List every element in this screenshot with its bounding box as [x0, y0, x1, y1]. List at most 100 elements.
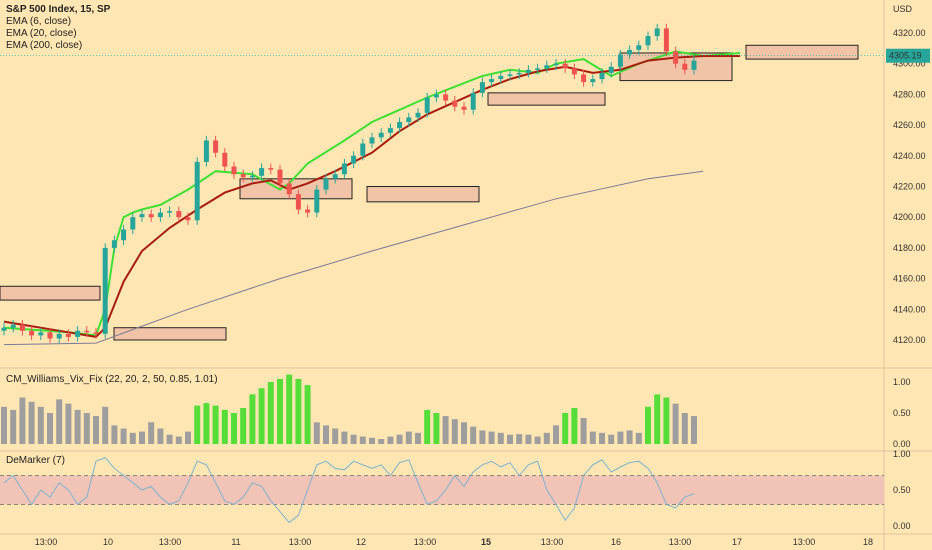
vix-fix-bar [166, 434, 173, 444]
vix-fix-bar [617, 431, 624, 444]
legend-ema6[interactable]: EMA (6, close) [6, 16, 72, 27]
vix-fix-bar [19, 397, 26, 444]
candle-body [627, 49, 633, 55]
vix-fix-bar [663, 397, 670, 444]
time-axis-label: 17 [732, 537, 742, 547]
vix-fix-bar [369, 437, 375, 444]
price-tick-label: 4300.00 [893, 59, 926, 69]
vix-fix-tick-label: 1.00 [893, 377, 911, 387]
candle-body [130, 217, 136, 230]
ema200-line [3, 170, 704, 346]
demarker-tick-label: 0.00 [893, 521, 911, 531]
candle-body [516, 72, 522, 75]
price-tick-label: 4260.00 [893, 120, 926, 130]
candle-body [387, 128, 393, 133]
vix-fix-bar [415, 432, 421, 444]
vix-fix-bar [175, 436, 182, 444]
demarker-band [0, 475, 884, 505]
candle-body [19, 324, 25, 331]
vix-fix-bar [185, 431, 191, 444]
candle-body [121, 229, 127, 241]
time-axis-label: 13:00 [289, 537, 312, 547]
price-tick-label: 4140.00 [893, 304, 926, 314]
candle-body [157, 212, 163, 218]
vix-fix-bar [258, 388, 265, 444]
candle-body [636, 45, 642, 50]
candle-body [673, 51, 679, 64]
candle-body [185, 217, 191, 221]
vix-fix-bar [681, 413, 688, 444]
candle-body [525, 69, 531, 73]
candle-body [10, 324, 16, 328]
candle-body [38, 332, 44, 336]
vix-fix-bar [470, 426, 477, 444]
vix-fix-bar [599, 432, 605, 444]
supply-demand-zone [113, 327, 227, 341]
vix-fix-bar [37, 406, 44, 444]
time-axis-label: 11 [231, 537, 240, 547]
last-price-badge [886, 48, 930, 63]
candle-body [452, 100, 458, 107]
vix-fix-bar [534, 436, 541, 444]
price-tick-label: 4180.00 [893, 243, 926, 253]
vix-fix-bar [286, 374, 293, 444]
price-tick-label: 4320.00 [893, 28, 926, 38]
candle-body [645, 36, 651, 46]
candle-body [507, 74, 513, 76]
vix-fix-bar [129, 432, 136, 444]
currency-label: USD [893, 4, 913, 14]
legend-ema20[interactable]: EMA (20, close) [6, 28, 77, 39]
candle-body [571, 68, 577, 75]
vix-fix-bar [571, 408, 578, 444]
vix-fix-bar [580, 417, 587, 444]
candle-body [433, 94, 439, 98]
vix-fix-bar [378, 439, 385, 444]
candle-body [29, 330, 35, 336]
candle-body [406, 117, 412, 123]
vix-fix-bar [47, 413, 53, 444]
candle-body [231, 166, 237, 175]
candle-body [203, 140, 209, 162]
vix-fix-bar [479, 430, 486, 444]
time-axis-label: 12 [356, 537, 366, 547]
time-axis-label: 18 [863, 537, 873, 547]
vix-fix-bar [277, 378, 283, 444]
price-tick-label: 4160.00 [893, 274, 926, 284]
demarker-label[interactable]: DeMarker (7) [6, 455, 65, 466]
vix-fix-bar [387, 436, 394, 444]
vix-fix-bar [267, 382, 274, 444]
candle-body [415, 112, 421, 118]
vix-fix-tick-label: 0.50 [893, 408, 911, 418]
candle-body [111, 240, 117, 248]
vix-fix-bar [562, 413, 569, 444]
candle-body [305, 209, 311, 213]
time-axis-label: 15 [481, 537, 491, 547]
candle-body [424, 97, 430, 113]
time-axis-label: 13:00 [541, 537, 564, 547]
candle-body [617, 54, 623, 67]
demarker-line [3, 457, 695, 524]
vix-fix-bar [249, 394, 256, 444]
chart-title: S&P 500 Index, 15, SP [6, 4, 111, 15]
vix-fix-label[interactable]: CM_Williams_Vix_Fix (22, 20, 2, 50, 0.85… [6, 374, 218, 385]
vix-fix-bar [332, 428, 339, 444]
vix-fix-bar [626, 430, 633, 444]
candle-body [544, 65, 550, 69]
candle-body [461, 106, 467, 110]
vix-fix-bar [139, 431, 145, 444]
time-axis-label: 13:00 [35, 537, 58, 547]
time-axis-label: 13:00 [414, 537, 437, 547]
price-tick-label: 4220.00 [893, 182, 926, 192]
supply-demand-zone [0, 285, 101, 301]
legend-ema200[interactable]: EMA (200, close) [6, 40, 83, 51]
vix-fix-bar [221, 409, 228, 444]
time-axis-label: 13:00 [793, 537, 816, 547]
vix-fix-bar [497, 432, 504, 444]
vix-fix-bar [102, 406, 109, 444]
candle-body [1, 327, 7, 331]
candle-body [369, 137, 375, 144]
vix-fix-bar [93, 416, 99, 444]
vix-fix-bar [111, 425, 118, 444]
vix-fix-bar [341, 431, 348, 444]
